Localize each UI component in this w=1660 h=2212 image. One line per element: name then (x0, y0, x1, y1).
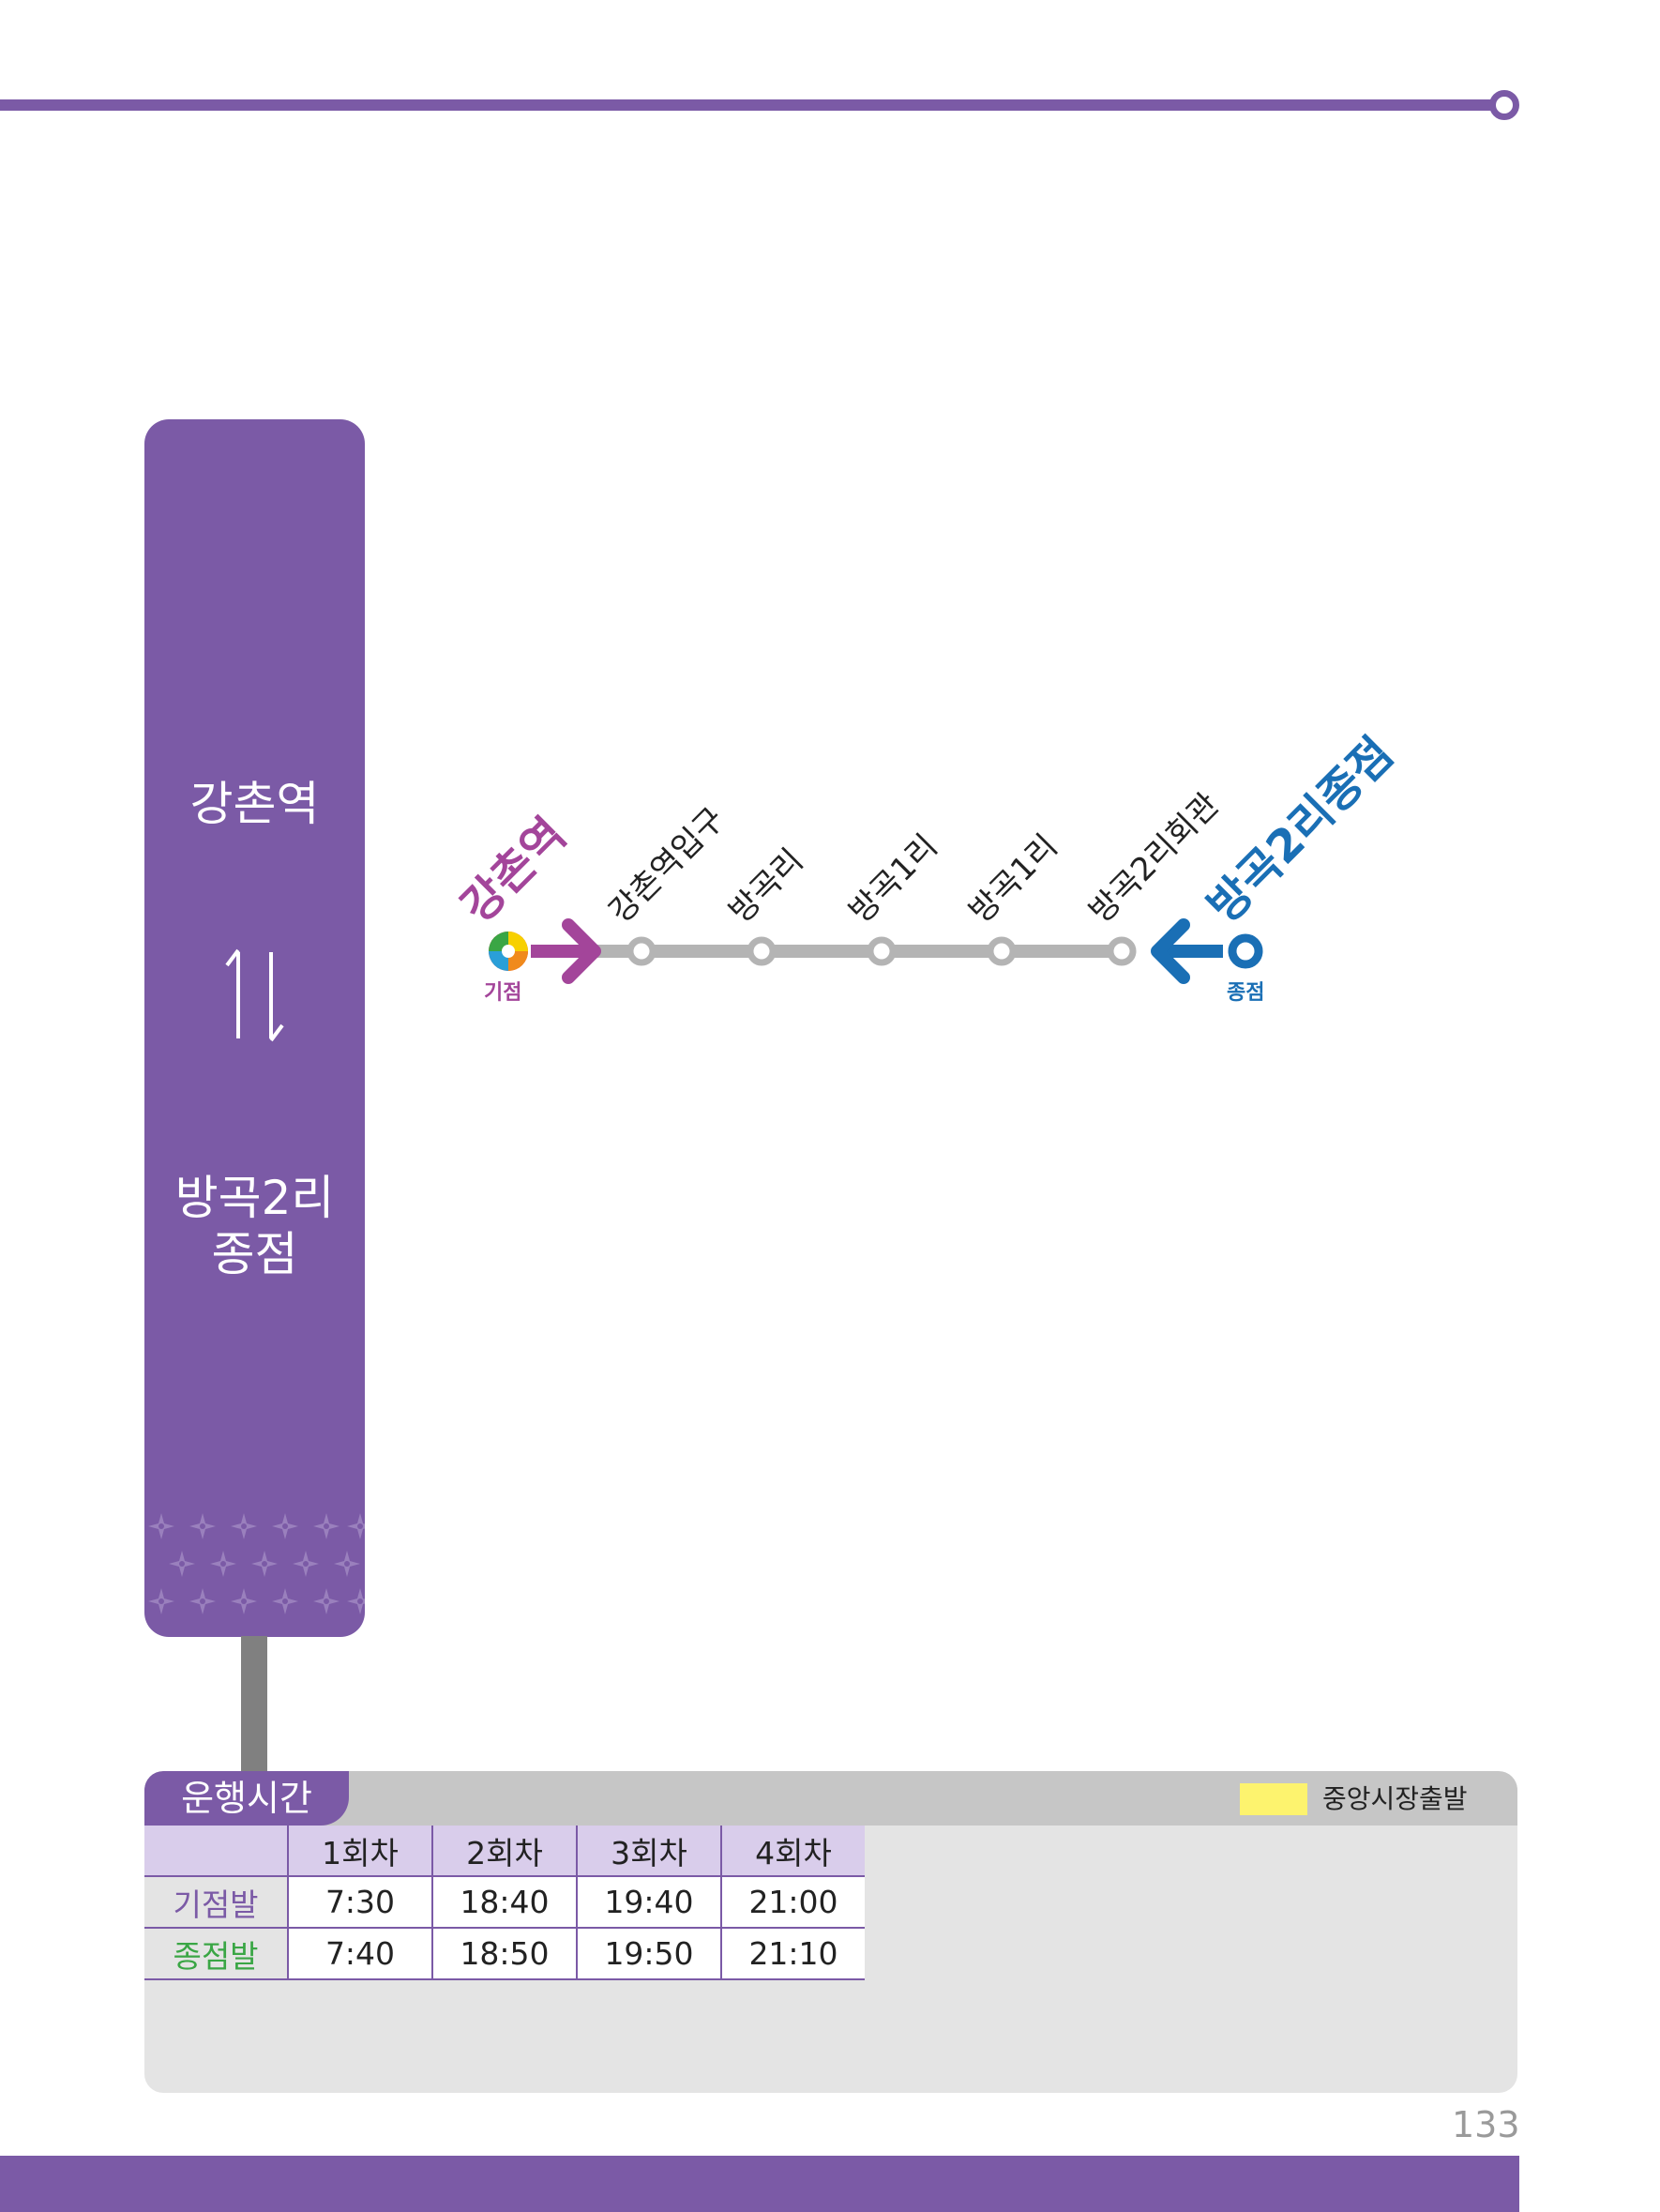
route-card-stem (241, 1636, 267, 1777)
route-terminus-line1: 방곡2리 (174, 1171, 335, 1225)
schedule-row-label: 기점발 (144, 1876, 289, 1929)
schedule-time-cell: 18:40 (432, 1876, 578, 1929)
schedule-time-cell: 7:40 (288, 1928, 433, 1980)
bidirectional-arrows-icon (144, 945, 365, 1052)
schedule-row-terminus: 종점발 7:40 18:50 19:50 21:10 (144, 1928, 865, 1980)
schedule-column-header: 4회차 (721, 1826, 865, 1877)
route-line-graphic (489, 918, 1263, 984)
schedule-header-row: 1회차 2회차 3회차 4회차 (144, 1826, 865, 1877)
schedule-column-header: 1회차 (288, 1826, 433, 1877)
schedule-corner-cell (144, 1826, 289, 1877)
schedule-header (144, 1771, 1517, 1826)
route-line-diagram: 강촌역 기점 강촌역입구 방곡리 방곡1리 방곡1리 방곡2리회관 방곡2리종점… (450, 713, 1501, 1023)
top-rule-line (0, 99, 1493, 111)
schedule-time-cell: 19:40 (577, 1876, 722, 1929)
schedule-row-origin: 기점발 7:30 18:40 19:40 21:00 (144, 1876, 865, 1929)
legend-swatch (1240, 1783, 1307, 1815)
origin-tag: 기점 (484, 981, 522, 1005)
terminus-tag: 종점 (1227, 981, 1265, 1005)
top-rule-endpoint-icon (1489, 90, 1519, 120)
schedule-column-header: 3회차 (577, 1826, 722, 1877)
decorative-flower-pattern (148, 1513, 365, 1614)
bottom-bar (0, 2156, 1519, 2212)
route-terminus-line2: 종점 (211, 1227, 298, 1281)
terminus-direction-arrow-icon (1151, 918, 1223, 984)
schedule-time-cell: 7:30 (288, 1876, 433, 1929)
stop-marker (867, 936, 897, 966)
route-summary-card: 강촌역 방곡2리 종점 (144, 419, 365, 1637)
schedule-title: 운행시간 (144, 1771, 349, 1826)
route-origin-name: 강촌역 (189, 777, 320, 831)
terminus-station-icon (1228, 933, 1263, 969)
route-terminus-name: 방곡2리 종점 (144, 1170, 365, 1282)
legend-label: 중앙시장출발 (1322, 1783, 1468, 1814)
origin-direction-arrow-icon (531, 918, 601, 984)
stop-marker (1107, 936, 1137, 966)
schedule-row-label: 종점발 (144, 1928, 289, 1980)
stop-marker (747, 936, 777, 966)
schedule-column-header: 2회차 (432, 1826, 578, 1877)
stop-marker (987, 936, 1017, 966)
stop-marker (626, 936, 656, 966)
schedule-table: 1회차 2회차 3회차 4회차 기점발 7:30 18:40 19:40 21:… (144, 1826, 865, 1980)
origin-station-icon (489, 932, 528, 971)
schedule-time-cell: 21:00 (721, 1876, 865, 1929)
schedule-time-cell: 18:50 (432, 1928, 578, 1980)
schedule-panel: 운행시간 중앙시장출발 1회차 2회차 3회차 4회차 기점발 7:30 18:… (144, 1771, 1517, 2093)
schedule-time-cell: 21:10 (721, 1928, 865, 1980)
schedule-time-cell: 19:50 (577, 1928, 722, 1980)
page-number: 133 (1452, 2104, 1520, 2145)
